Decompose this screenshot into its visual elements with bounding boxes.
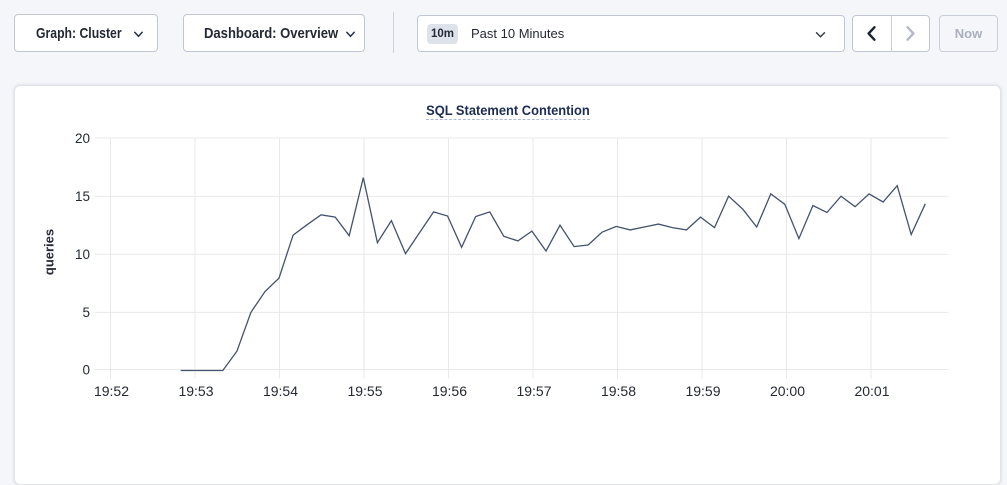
svg-text:queries: queries: [42, 229, 57, 275]
svg-text:20: 20: [75, 131, 90, 146]
svg-text:19:53: 19:53: [178, 383, 213, 399]
svg-text:19:55: 19:55: [347, 383, 382, 399]
svg-text:0: 0: [82, 362, 90, 377]
svg-text:20:00: 20:00: [770, 383, 805, 399]
svg-text:20:01: 20:01: [854, 383, 889, 399]
svg-text:5: 5: [82, 305, 90, 320]
svg-text:19:54: 19:54: [263, 383, 298, 399]
svg-text:15: 15: [75, 189, 90, 204]
svg-text:19:59: 19:59: [685, 383, 720, 399]
svg-text:19:57: 19:57: [516, 383, 551, 399]
svg-text:19:52: 19:52: [94, 383, 129, 399]
svg-text:19:58: 19:58: [601, 383, 636, 399]
svg-text:19:56: 19:56: [432, 383, 467, 399]
svg-text:10: 10: [75, 247, 90, 262]
